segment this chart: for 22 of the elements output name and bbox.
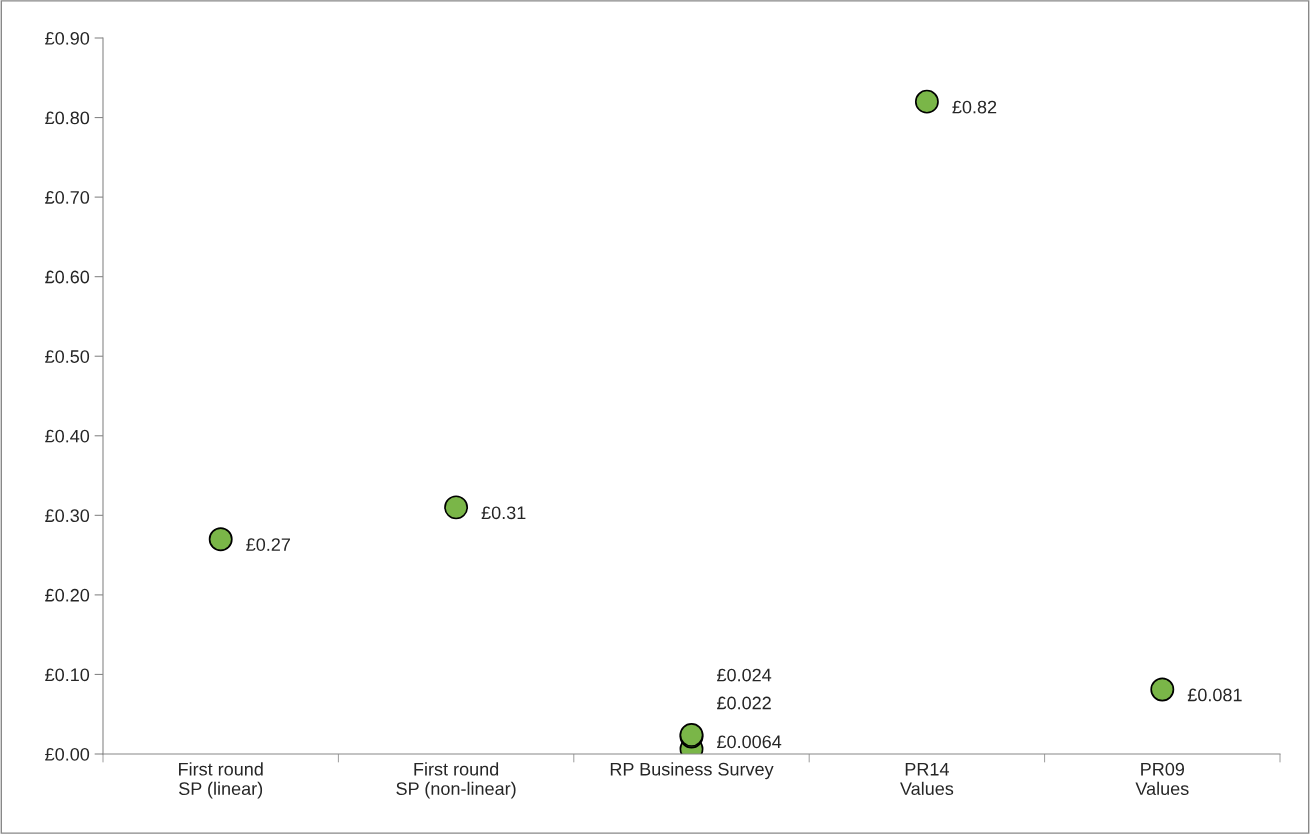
data-label: £0.022 — [717, 696, 771, 710]
y-tick-label: £0.00 — [45, 747, 90, 761]
y-tick-label: £0.70 — [45, 191, 90, 204]
data-label: £0.27 — [246, 538, 290, 551]
x-tick-label: PR09 Values — [1135, 762, 1189, 796]
x-tick-label: RP Business Survey — [610, 762, 774, 780]
data-label: £0.31 — [481, 506, 526, 520]
x-tick-label: First round SP (non-linear) — [396, 762, 516, 799]
y-tick-label: £0.90 — [45, 31, 90, 45]
y-tick-label: £0.50 — [45, 350, 90, 363]
data-label: £0.82 — [952, 100, 997, 114]
y-tick-label: £0.40 — [45, 429, 90, 443]
x-tick-label: First round SP (linear) — [179, 762, 263, 799]
y-tick-label: £0.80 — [45, 111, 90, 125]
y-tick-label: £0.10 — [45, 668, 90, 682]
data-label: £0.081 — [1187, 688, 1242, 702]
data-label: £0.0064 — [717, 735, 782, 749]
y-tick-label: £0.20 — [45, 588, 90, 602]
y-tick-label: £0.60 — [45, 270, 90, 284]
data-label: £0.024 — [717, 668, 772, 682]
x-tick-label: PR14 Values — [900, 763, 954, 796]
y-tick-label: £0.30 — [45, 509, 90, 523]
